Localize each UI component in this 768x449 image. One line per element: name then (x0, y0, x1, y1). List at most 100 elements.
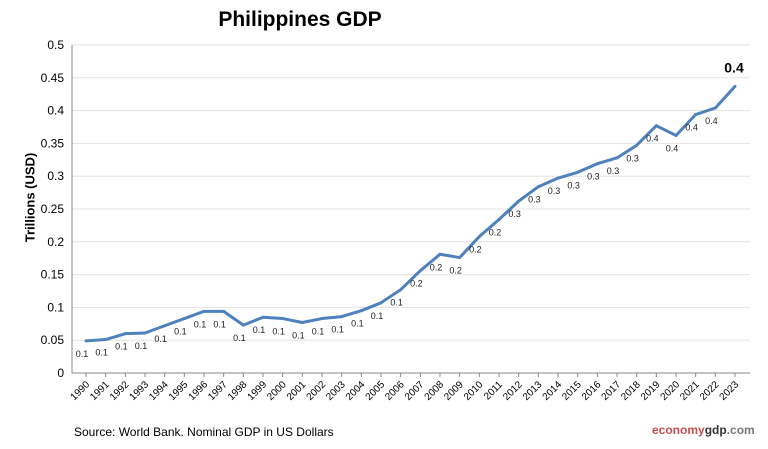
data-point (320, 317, 324, 321)
chart-title: Philippines GDP (218, 8, 382, 31)
logo-part: economy (652, 423, 705, 437)
data-label: 0.1 (95, 348, 108, 358)
data-label: 0.4 (724, 59, 744, 75)
data-label: 0.3 (508, 209, 521, 219)
data-label: 0.1 (331, 325, 344, 335)
y-tick-label: 0.35 (41, 136, 65, 150)
data-label: 0.1 (233, 333, 246, 343)
x-tick-label: 1998 (226, 379, 250, 403)
data-point (261, 315, 265, 319)
data-point (163, 324, 167, 328)
data-point (556, 176, 560, 180)
x-tick-label: 2013 (521, 379, 545, 403)
data-label: 0.1 (115, 342, 128, 352)
data-point (615, 156, 619, 160)
data-label: 0.2 (469, 245, 482, 255)
data-point (595, 162, 599, 166)
data-label: 0.2 (430, 262, 443, 272)
x-tick-label: 2003 (324, 379, 348, 403)
x-tick-label: 2009 (442, 379, 466, 403)
data-point (418, 269, 422, 273)
data-point (635, 143, 639, 147)
data-point (300, 320, 304, 324)
y-tick-label: 0.3 (47, 169, 64, 183)
logo-part: .com (726, 423, 755, 437)
data-point (104, 338, 108, 342)
data-label: 0.4 (685, 123, 698, 133)
logo-part: gdp (704, 423, 727, 437)
y-tick-label: 0.45 (41, 71, 65, 85)
x-tick-label: 2008 (423, 379, 447, 403)
data-point (477, 235, 481, 239)
data-label: 0.1 (213, 319, 226, 329)
data-label: 0.1 (272, 327, 285, 337)
y-tick-label: 0.15 (41, 268, 65, 282)
x-tick-label: 2002 (305, 379, 329, 403)
x-tick-label: 2007 (403, 379, 427, 403)
data-label: 0.1 (292, 330, 305, 340)
y-tick-label: 0.1 (47, 300, 64, 314)
data-point (674, 134, 678, 138)
x-tick-label: 1992 (108, 379, 132, 403)
data-point (222, 309, 226, 313)
data-label: 0.2 (449, 266, 462, 276)
y-tick-label: 0.4 (47, 104, 64, 118)
data-label: 0.4 (646, 134, 659, 144)
data-point (713, 106, 717, 110)
x-tick-label: 2010 (462, 379, 486, 403)
x-tick-label: 2012 (501, 379, 525, 403)
data-label: 0.1 (371, 311, 384, 321)
y-tick-label: 0.05 (41, 333, 65, 347)
x-tick-label: 1997 (206, 379, 230, 403)
data-label: 0.3 (607, 166, 620, 176)
x-tick-label: 2014 (541, 379, 565, 403)
data-label: 0.1 (253, 325, 266, 335)
data-point (576, 170, 580, 174)
y-tick-label: 0.5 (47, 38, 64, 52)
gdp-line (85, 85, 737, 343)
data-point (143, 331, 147, 335)
data-point (379, 301, 383, 305)
data-label: 0.3 (548, 186, 561, 196)
data-label: 0.1 (174, 327, 187, 337)
data-label: 0.3 (587, 172, 600, 182)
data-point (340, 315, 344, 319)
data-label: 0.2 (410, 279, 423, 289)
data-point (517, 199, 521, 203)
data-point (241, 323, 245, 327)
y-tick-label: 0 (57, 366, 64, 380)
x-tick-label: 2001 (285, 379, 309, 403)
x-tick-label: 2022 (698, 379, 722, 403)
data-point (84, 339, 88, 343)
data-point (438, 252, 442, 256)
data-label: 0.1 (135, 341, 148, 351)
data-label: 0.3 (528, 195, 541, 205)
data-label: 0.1 (194, 319, 207, 329)
data-label: 0.2 (489, 227, 502, 237)
data-label: 0.4 (666, 144, 679, 154)
data-point (202, 309, 206, 313)
x-tick-label: 1993 (128, 379, 152, 403)
x-tick-label: 1990 (69, 379, 93, 403)
x-tick-label: 2018 (619, 379, 643, 403)
data-point (123, 332, 127, 336)
data-point (182, 317, 186, 321)
data-label: 0.4 (705, 116, 718, 126)
data-label: 0.3 (567, 180, 580, 190)
y-tick-label: 0.2 (47, 235, 64, 249)
x-tick-label: 2000 (265, 379, 289, 403)
y-tick-label: 0.25 (41, 202, 65, 216)
x-tick-label: 2019 (639, 379, 663, 403)
data-label: 0.1 (154, 334, 167, 344)
x-tick-label: 2020 (659, 379, 683, 403)
source-note: Source: World Bank. Nominal GDP in US Do… (74, 425, 334, 439)
x-tick-label: 1991 (88, 379, 112, 403)
data-label: 0.1 (312, 327, 325, 337)
x-tick-label: 2004 (344, 379, 368, 403)
data-label: 0.3 (626, 153, 639, 163)
logo: economygdp.com (652, 423, 755, 437)
data-label: 0.1 (76, 349, 89, 359)
data-point (399, 288, 403, 292)
x-tick-label: 1999 (246, 379, 270, 403)
